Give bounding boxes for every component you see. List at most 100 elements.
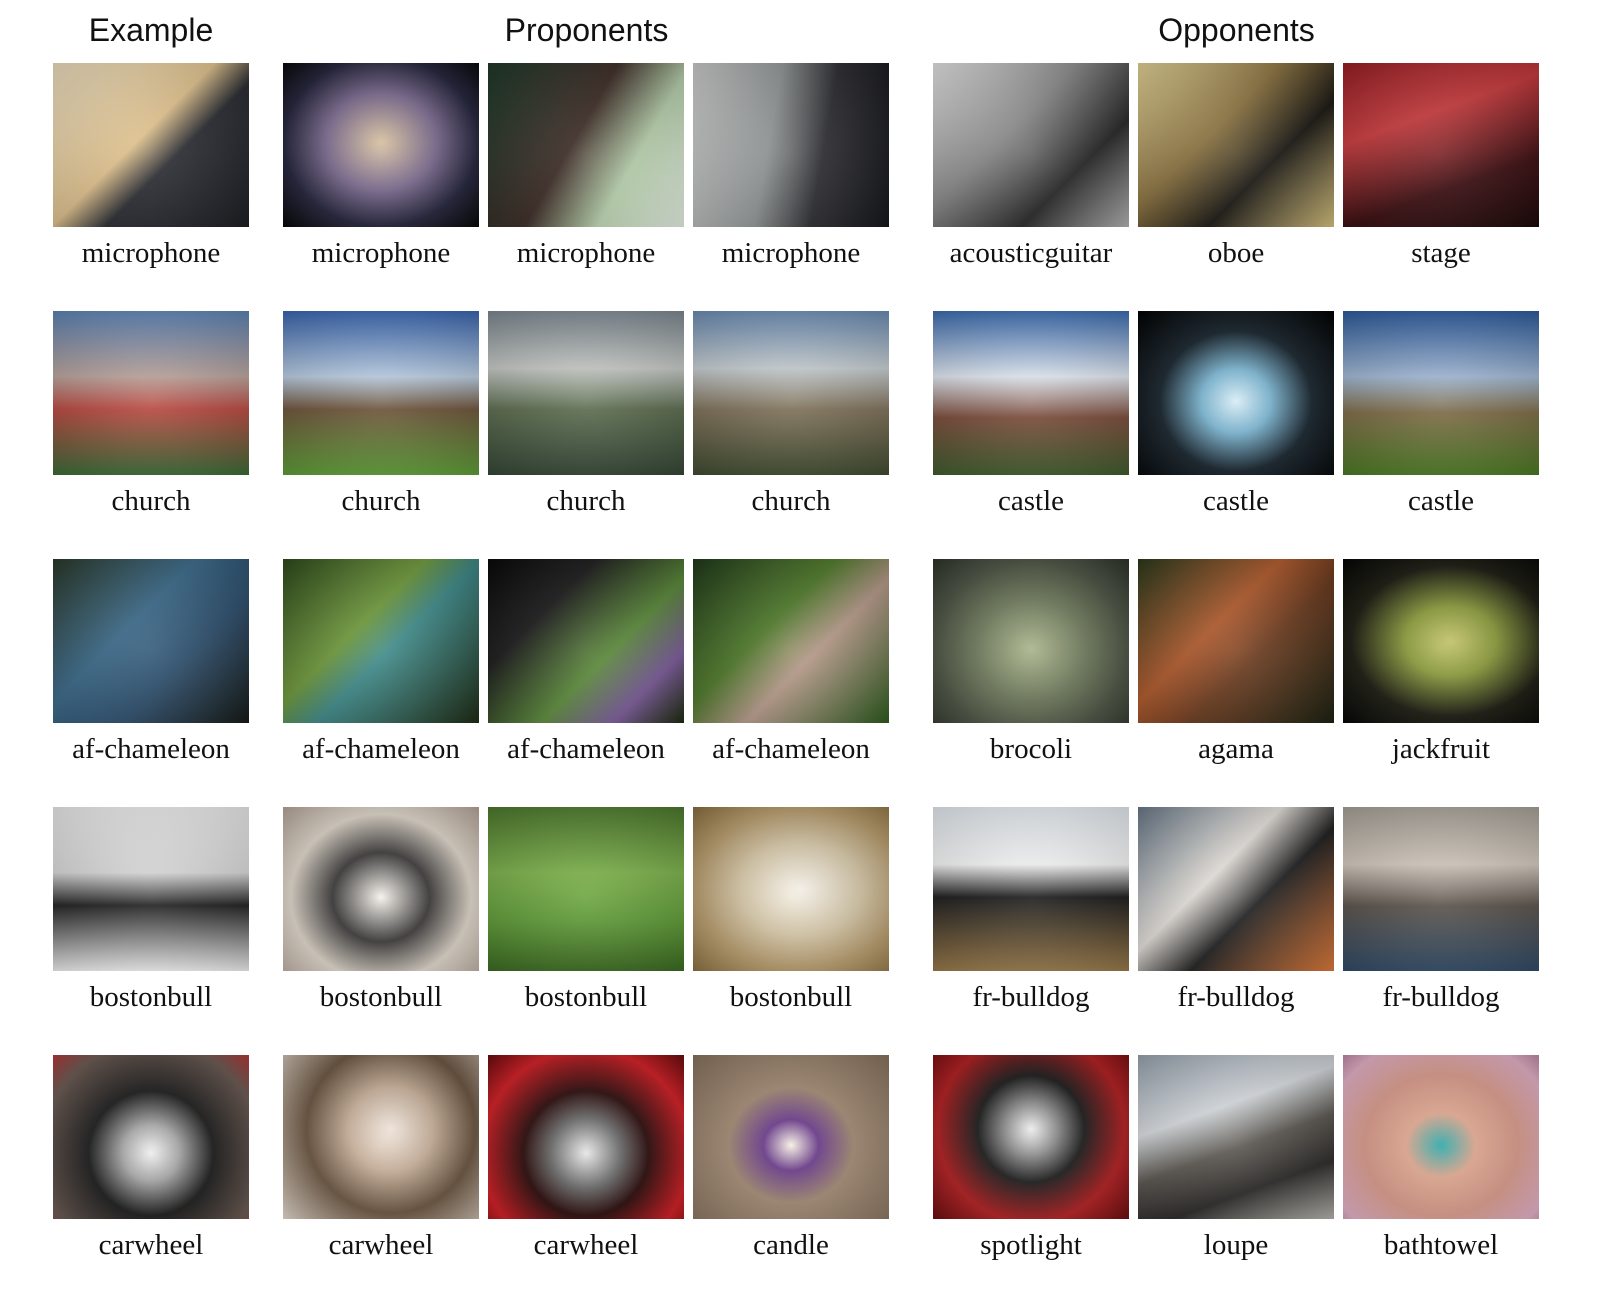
example-caption: microphone (81, 237, 221, 269)
header-opponents: Opponents (1158, 12, 1315, 48)
proponent-image (488, 559, 684, 723)
opponent-cell: oboe (1138, 63, 1334, 283)
opponent-cell: fr-bulldog (933, 807, 1129, 1027)
opponent-image (933, 807, 1129, 971)
proponent-caption: church (341, 485, 421, 517)
opponent-image (1343, 1055, 1539, 1219)
proponent-image (488, 807, 684, 971)
example-caption: church (111, 485, 191, 517)
header-proponents: Proponents (504, 12, 669, 48)
opponent-caption: fr-bulldog (1177, 981, 1295, 1013)
opponent-image (1138, 63, 1334, 227)
opponent-caption: acousticguitar (949, 237, 1113, 269)
opponent-cell: loupe (1138, 1055, 1334, 1275)
proponent-caption: microphone (516, 237, 656, 269)
opponent-caption: castle (1407, 485, 1474, 517)
proponent-image (693, 311, 889, 475)
figure-row: bostonbull bostonbull bostonbull bostonb… (0, 807, 1600, 1027)
example-caption: carwheel (98, 1229, 204, 1261)
proponent-caption: microphone (311, 237, 451, 269)
opponent-caption: loupe (1203, 1229, 1269, 1261)
opponent-image (1138, 807, 1334, 971)
opponent-cell: stage (1343, 63, 1539, 283)
proponent-image (283, 311, 479, 475)
example-cell: bostonbull (53, 807, 249, 1027)
proponent-caption: church (546, 485, 626, 517)
opponent-caption: stage (1411, 237, 1471, 269)
proponent-caption: carwheel (533, 1229, 639, 1261)
proponent-image (283, 559, 479, 723)
example-caption: bostonbull (89, 981, 213, 1013)
proponent-cell: church (283, 311, 479, 531)
example-image (53, 559, 249, 723)
example-image (53, 63, 249, 227)
opponent-image (1138, 1055, 1334, 1219)
opponent-image (1343, 311, 1539, 475)
proponent-cell: microphone (693, 63, 889, 283)
proponent-cell: bostonbull (488, 807, 684, 1027)
proponent-cell: church (693, 311, 889, 531)
proponent-caption: bostonbull (729, 981, 853, 1013)
opponent-image (1138, 559, 1334, 723)
opponent-image (1343, 807, 1539, 971)
opponent-caption: bathtowel (1383, 1229, 1499, 1261)
proponent-caption: microphone (721, 237, 861, 269)
opponent-image (933, 311, 1129, 475)
opponent-cell: agama (1138, 559, 1334, 779)
figure-row: af-chameleon af-chameleon af-chameleon a… (0, 559, 1600, 779)
proponent-cell: bostonbull (693, 807, 889, 1027)
opponent-cell: castle (933, 311, 1129, 531)
proponent-image (693, 1055, 889, 1219)
opponent-caption: spotlight (980, 1229, 1082, 1261)
opponent-cell: fr-bulldog (1343, 807, 1539, 1027)
proponent-image (283, 1055, 479, 1219)
proponent-caption: af-chameleon (712, 733, 870, 765)
proponent-image (693, 63, 889, 227)
example-cell: church (53, 311, 249, 531)
opponent-cell: castle (1343, 311, 1539, 531)
example-image (53, 807, 249, 971)
opponent-caption: fr-bulldog (972, 981, 1090, 1013)
proponent-cell: church (488, 311, 684, 531)
opponent-caption: brocoli (989, 733, 1073, 765)
proponent-caption: carwheel (328, 1229, 434, 1261)
proponent-caption: af-chameleon (302, 733, 460, 765)
proponent-caption: candle (753, 1229, 829, 1261)
proponent-caption: bostonbull (319, 981, 443, 1013)
proponent-image (488, 63, 684, 227)
example-image (53, 311, 249, 475)
example-cell: microphone (53, 63, 249, 283)
opponent-cell: jackfruit (1343, 559, 1539, 779)
proponent-cell: microphone (283, 63, 479, 283)
example-cell: carwheel (53, 1055, 249, 1275)
opponent-caption: castle (1202, 485, 1269, 517)
opponent-caption: jackfruit (1391, 733, 1491, 765)
opponent-caption: oboe (1207, 237, 1265, 269)
opponent-cell: fr-bulldog (1138, 807, 1334, 1027)
header-example: Example (88, 12, 214, 48)
proponent-image (283, 807, 479, 971)
proponent-cell: carwheel (283, 1055, 479, 1275)
opponent-caption: castle (997, 485, 1064, 517)
proponent-cell: bostonbull (283, 807, 479, 1027)
proponent-image (283, 63, 479, 227)
figure-row: carwheel carwheel carwheel candle spotli… (0, 1055, 1600, 1275)
proponent-cell: candle (693, 1055, 889, 1275)
proponent-cell: af-chameleon (488, 559, 684, 779)
opponent-cell: spotlight (933, 1055, 1129, 1275)
example-image (53, 1055, 249, 1219)
proponent-image (693, 807, 889, 971)
opponent-cell: acousticguitar (933, 63, 1129, 283)
opponent-caption: fr-bulldog (1382, 981, 1500, 1013)
example-caption: af-chameleon (72, 733, 230, 765)
proponent-cell: af-chameleon (283, 559, 479, 779)
proponent-caption: bostonbull (524, 981, 648, 1013)
proponent-image (693, 559, 889, 723)
proponent-cell: microphone (488, 63, 684, 283)
opponent-image (933, 1055, 1129, 1219)
opponent-image (933, 559, 1129, 723)
example-cell: af-chameleon (53, 559, 249, 779)
proponent-image (488, 1055, 684, 1219)
proponent-cell: carwheel (488, 1055, 684, 1275)
opponent-image (933, 63, 1129, 227)
